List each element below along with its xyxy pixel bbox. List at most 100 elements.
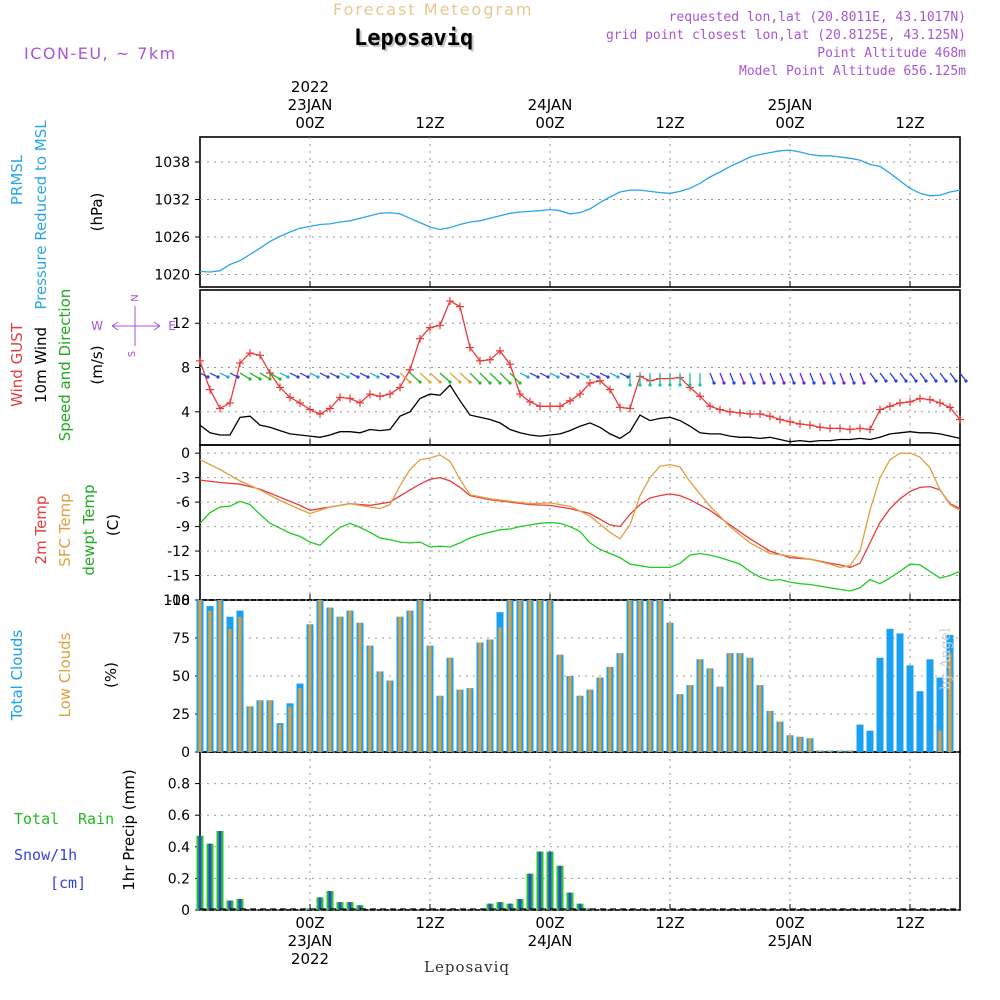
dewpoint-label: dewpt Temp: [80, 484, 98, 575]
low-cloud-bar: [638, 600, 642, 752]
low-cloud-bar: [318, 600, 322, 752]
wind-direction-arrowhead: [894, 379, 898, 383]
x-tick-label-bottom: 12Z: [415, 914, 444, 932]
gust-marker: [306, 405, 314, 414]
wind-direction-arrowhead: [616, 375, 620, 379]
y-tick-label: 0.6: [168, 808, 190, 824]
wind-direction-arrow: [409, 372, 421, 383]
wind-direction-arrowhead: [546, 375, 550, 379]
wind-direction-arrow: [459, 372, 471, 383]
low-cloud-bar: [778, 721, 782, 752]
wind-direction-arrowhead: [278, 377, 282, 381]
x-tick-label-top: 00Z: [295, 114, 324, 132]
wind-direction-arrowhead: [306, 375, 310, 379]
wind-direction-arrowhead: [964, 379, 968, 383]
gust-marker: [896, 398, 904, 407]
t2m-line: [199, 476, 961, 569]
wind-direction-arrow: [849, 372, 855, 384]
gust-marker: [496, 346, 504, 355]
gust-marker: [206, 385, 214, 394]
snow-label: Snow/1h: [14, 846, 77, 864]
low-cloud-bar: [298, 688, 302, 752]
low-cloud-bar: [508, 600, 512, 752]
x-tick-label-top: 12Z: [895, 114, 924, 132]
low-cloud-bar: [748, 657, 752, 752]
wind-direction-arrow: [429, 372, 441, 383]
x-tick-label-top: 00Z: [775, 114, 804, 132]
compass-north: N: [130, 294, 141, 301]
wind-direction-arrow: [929, 372, 937, 382]
snow-bar: [508, 903, 512, 910]
wind-direction-arrowhead: [366, 375, 370, 379]
low-cloud-bar: [498, 627, 502, 752]
low-cloud-bar: [768, 710, 772, 752]
snow-bar: [198, 835, 202, 910]
low-cloud-bar: [698, 659, 702, 752]
low-cloud-bar: [688, 685, 692, 752]
wind-direction-arrowhead: [658, 383, 662, 387]
snow-bar: [308, 908, 312, 910]
wind-direction-arrowhead: [626, 375, 630, 379]
wind-direction-arrowhead: [852, 381, 856, 385]
x-tick-label-top: 12Z: [655, 114, 684, 132]
wind-direction-arrowhead: [832, 381, 836, 385]
gust-marker: [566, 396, 574, 405]
low-cloud-bar: [278, 724, 282, 752]
total-cloud-bar: [916, 691, 924, 752]
gust-marker: [926, 395, 934, 404]
total-cloud-bar: [926, 659, 934, 752]
low-cloud-bar: [658, 600, 662, 752]
wind-direction-arrow: [949, 372, 957, 382]
low-cloud-bar: [518, 600, 522, 752]
wind-direction-arrow: [439, 372, 451, 383]
low-cloud-bar: [648, 600, 652, 752]
total-cloud-bar: [886, 628, 894, 752]
snow-bar: [488, 903, 492, 910]
wind-direction-arrow: [709, 372, 715, 384]
y-tick-label: 0: [181, 446, 190, 462]
gust-marker: [366, 390, 374, 399]
x-tick-label-bottom: 23JAN: [288, 932, 333, 950]
low-cloud-bar: [368, 645, 372, 752]
gust-marker: [536, 402, 544, 411]
requested-coords: requested lon,lat (20.8011E, 43.1017N): [668, 10, 966, 25]
x-tick-label-bottom: 24JAN: [528, 932, 573, 950]
gust-marker: [526, 397, 534, 406]
wind-direction-arrow: [909, 372, 917, 382]
gust-marker: [476, 356, 484, 365]
low-cloud-bar: [588, 689, 592, 752]
gust-marker: [386, 390, 394, 399]
wind-direction-arrowhead: [438, 380, 442, 384]
gust-marker: [816, 423, 824, 432]
gust-marker: [826, 424, 834, 433]
wind-unit: (m/s): [88, 345, 106, 384]
gust-marker: [516, 390, 524, 399]
gust-marker: [286, 393, 294, 402]
gust-marker: [946, 403, 954, 412]
pressure-unit: (hPa): [88, 193, 106, 232]
wind-direction-arrow: [759, 372, 765, 384]
cloud-unit: (%): [102, 662, 120, 688]
panel-frame-precip: [199, 751, 961, 911]
gust-marker: [726, 407, 734, 416]
total-cloud-bar: [896, 633, 904, 752]
gust-marker: [376, 392, 384, 401]
wind-direction-arrowhead: [258, 377, 262, 381]
wind-direction-arrowhead: [286, 375, 290, 379]
low-cloud-bar: [428, 645, 432, 752]
snow-bar: [318, 897, 322, 910]
snow-bar: [528, 873, 532, 910]
wind-direction-arrowhead: [678, 383, 682, 387]
gust-marker: [466, 343, 474, 352]
gust-line: [199, 300, 961, 431]
total-cloud-bar: [936, 677, 944, 752]
wind-direction-arrowhead: [934, 379, 938, 383]
gust-marker: [446, 297, 454, 306]
gust-marker: [716, 405, 724, 414]
wind-direction-arrowhead: [812, 381, 816, 385]
wind-direction-arrowhead: [216, 375, 220, 379]
wind-direction-arrow: [739, 372, 745, 384]
wind-direction-arrow: [879, 372, 887, 382]
gust-marker: [786, 417, 794, 426]
gust-marker: [426, 323, 434, 332]
